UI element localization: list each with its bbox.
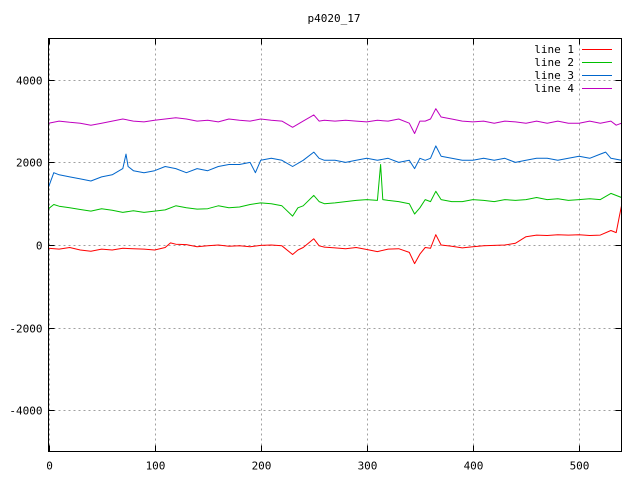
legend-label-1: line 1	[534, 43, 574, 56]
series-line-4	[48, 108, 622, 134]
legend-label-3: line 3	[534, 69, 574, 82]
tick-labels: 0 100 200 300 400 500 -4000 -2000 0 2000 4000	[9, 38, 622, 473]
chart-title: p4020_17	[308, 12, 361, 25]
series-line-3	[48, 145, 622, 188]
legend-label-4: line 4	[534, 82, 574, 95]
x-tick-label: 400	[464, 460, 484, 473]
x-tick-label: 500	[570, 460, 590, 473]
x-tick-label: 200	[252, 460, 272, 473]
series-line-1	[48, 205, 622, 265]
legend-label-2: line 2	[534, 56, 574, 69]
x-tick-label: 100	[146, 460, 166, 473]
y-tick-label: 0	[36, 240, 43, 253]
series-layer	[48, 108, 622, 265]
series-line-2	[48, 164, 622, 217]
x-tick-label: 0	[46, 460, 53, 473]
x-tick-label: 300	[358, 460, 378, 473]
y-tick-label: 2000	[16, 157, 43, 170]
y-tick-label: 4000	[16, 75, 43, 88]
y-tick-label: -2000	[9, 323, 42, 336]
y-tick-label: -4000	[9, 405, 42, 418]
